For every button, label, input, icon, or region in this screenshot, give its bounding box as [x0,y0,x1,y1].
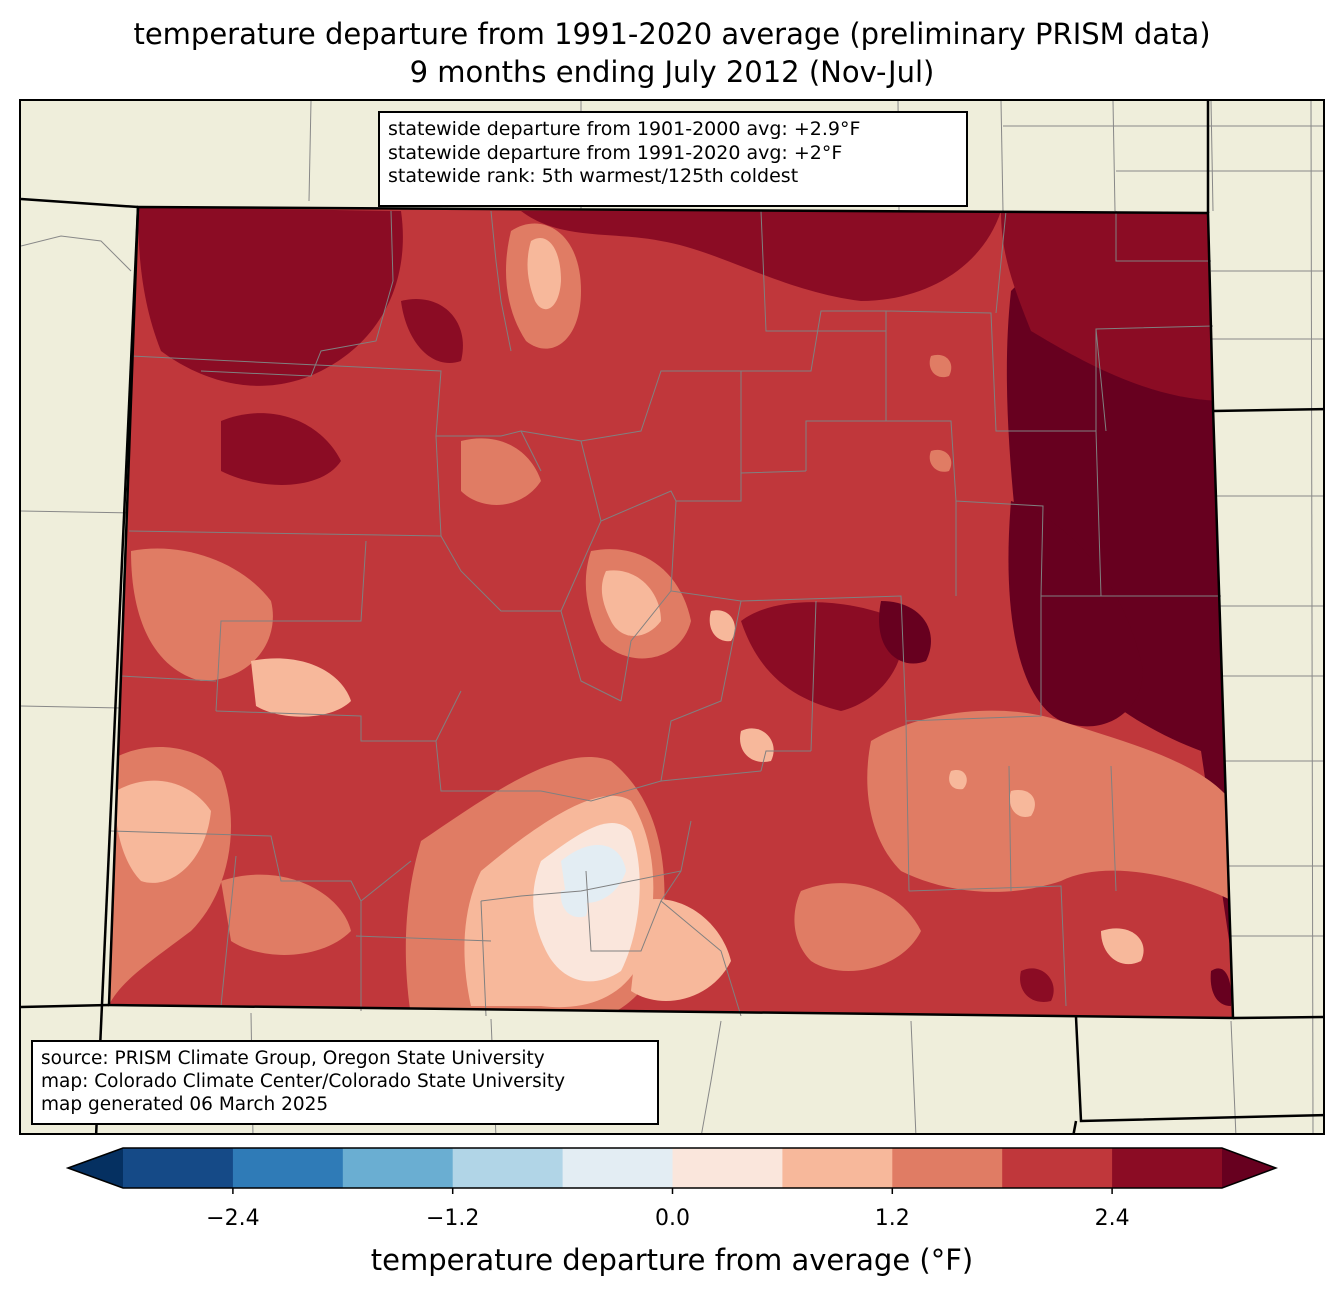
colorbar-bin [672,1148,783,1188]
colorbar-outline [66,1147,1278,1189]
colorbar-bin [562,1148,673,1188]
map-panel [19,99,1325,1135]
colorbar-bin [123,1148,234,1188]
stats-rank: statewide rank: 5th warmest/125th coldes… [388,165,799,187]
stats-departure-1901-2000: statewide departure from 1901-2000 avg: … [388,118,861,140]
credits-generated: map generated 06 March 2025 [41,1094,329,1115]
county-lines [110,210,1221,1017]
map-title-line2: 9 months ending July 2012 (Nov-Jul) [409,55,935,89]
colorbar-tick-label: 1.2 [874,1206,910,1231]
temperature-map [21,101,1323,1133]
colorbar-bin [232,1148,344,1188]
colorbar-bin [782,1148,893,1188]
colorbar-bin [892,1148,1003,1188]
map-title-line1: temperature departure from 1991-2020 ave… [133,17,1211,51]
colorbar-tick-label: 0.0 [655,1206,690,1231]
colorbar-tick-label: −1.2 [425,1206,480,1231]
credits-source: source: PRISM Climate Group, Oregon Stat… [41,1048,545,1069]
credits-map: map: Colorado Climate Center/Colorado St… [41,1071,566,1092]
credits-box: source: PRISM Climate Group, Oregon Stat… [31,1040,659,1125]
state-borders [21,101,1323,1133]
colorado-temperature-field [109,207,1233,1018]
statewide-stats-box: statewide departure from 1901-2000 avg: … [378,111,968,207]
colorbar-tick-label: 2.4 [1094,1206,1130,1231]
stats-departure-1991-2020: statewide departure from 1991-2020 avg: … [388,141,843,164]
colorbar-over-triangle [1222,1148,1276,1188]
colorbar-bin [1112,1148,1223,1188]
colorbar-bin [1002,1148,1113,1188]
colorbar-under-triangle [68,1148,123,1188]
colorbar [66,1147,1278,1194]
colorbar-bin [452,1148,564,1188]
colorbar-label: temperature departure from average (°F) [370,1243,974,1277]
colorbar-tick-label: −2.4 [206,1206,260,1231]
colorbar-bin [342,1148,454,1188]
